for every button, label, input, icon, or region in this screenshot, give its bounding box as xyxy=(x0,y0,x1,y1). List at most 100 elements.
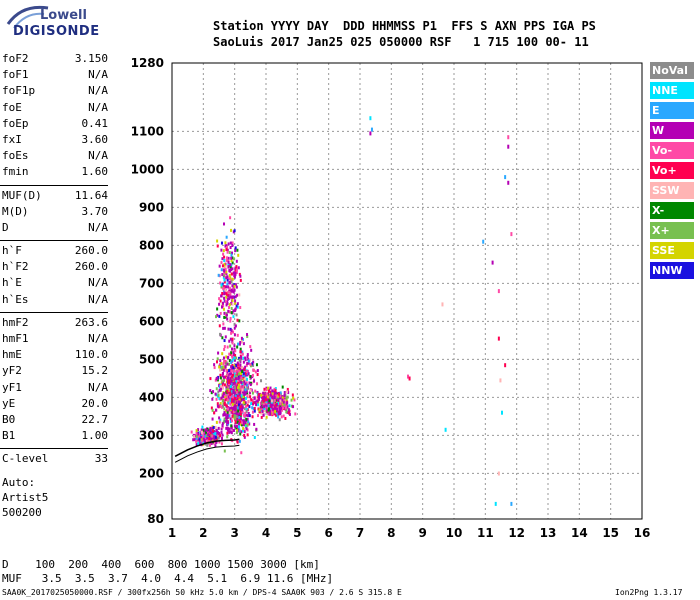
echo-point xyxy=(229,246,232,250)
echo-point xyxy=(233,400,236,404)
echo-point xyxy=(228,277,231,281)
echo-point xyxy=(224,241,227,245)
param-row: D N/A xyxy=(0,221,112,237)
echo-point xyxy=(208,437,211,441)
echo-point xyxy=(229,420,232,424)
echo-point xyxy=(218,297,221,301)
echo-point xyxy=(279,391,282,395)
echo-point xyxy=(221,365,224,369)
echo-point xyxy=(223,417,226,421)
echo-point xyxy=(238,386,241,390)
echo-point xyxy=(233,364,236,368)
echo-point xyxy=(253,396,256,400)
echo-point xyxy=(226,356,229,360)
echo-point xyxy=(221,433,224,437)
echo-point xyxy=(233,326,236,330)
echo-point xyxy=(228,305,231,309)
echo-point xyxy=(230,328,233,332)
echo-point xyxy=(246,355,249,359)
echo-point xyxy=(227,369,230,373)
echo-point xyxy=(265,401,268,405)
param-value: N/A xyxy=(88,84,108,98)
echo-point xyxy=(243,435,246,439)
echo-point xyxy=(275,407,278,411)
echo-point xyxy=(233,322,236,326)
echo-point xyxy=(241,394,244,398)
muf-row: MUF 3.5 3.5 3.7 4.0 4.4 5.1 6.9 11.6 [MH… xyxy=(2,572,334,585)
echo-point xyxy=(247,359,250,363)
ionogram-chart: 1 2 3 4 5 6 7 8 9 10 11 12 13 14 15 16 8020030040050060… xyxy=(131,56,651,540)
param-row: M(D) 3.70 xyxy=(0,205,112,221)
isolated-echo-point xyxy=(501,410,503,415)
echo-point xyxy=(229,295,232,299)
echo-point xyxy=(276,399,279,403)
echo-point xyxy=(233,369,236,373)
param-separator xyxy=(0,184,108,186)
echo-point xyxy=(256,390,259,394)
echo-point xyxy=(234,269,237,273)
echo-point xyxy=(221,273,224,277)
echo-point xyxy=(237,425,240,429)
echo-point xyxy=(291,393,294,397)
echo-point xyxy=(242,342,245,346)
echo-point xyxy=(273,392,276,396)
echo-point xyxy=(280,408,283,412)
echo-point xyxy=(260,379,263,383)
param-label: fmin xyxy=(2,165,29,179)
echo-point xyxy=(215,315,218,319)
echo-point xyxy=(233,386,236,390)
echo-point xyxy=(266,395,269,399)
echo-point xyxy=(221,374,224,378)
echo-point xyxy=(260,411,263,415)
echo-point xyxy=(269,393,272,397)
param-row: foEp 0.41 xyxy=(0,117,112,133)
echo-point xyxy=(233,356,236,360)
echo-point xyxy=(253,435,256,439)
echo-point xyxy=(245,410,248,414)
echo-point xyxy=(195,429,198,433)
echo-point xyxy=(236,389,239,393)
echo-point xyxy=(237,372,240,376)
echo-point xyxy=(226,301,229,305)
echo-point xyxy=(219,281,222,285)
x-tick-label: 4 xyxy=(262,526,270,540)
echo-point xyxy=(223,315,226,319)
echo-point xyxy=(242,423,245,427)
param-label: foF1 xyxy=(2,68,29,82)
echo-point xyxy=(210,437,213,441)
echo-point xyxy=(231,341,234,345)
echo-point xyxy=(229,385,232,389)
echo-point xyxy=(208,443,211,447)
echo-point xyxy=(221,382,224,386)
echo-point xyxy=(219,387,222,391)
y-tick-label: 80 xyxy=(147,512,164,526)
echo-point xyxy=(250,388,253,392)
echo-point xyxy=(228,430,231,434)
echo-point xyxy=(219,402,222,406)
echo-point xyxy=(245,417,248,421)
echo-point xyxy=(218,324,221,328)
param-value: N/A xyxy=(88,292,108,306)
echo-point xyxy=(219,311,222,315)
echo-point xyxy=(226,248,229,252)
x-tick-label: 14 xyxy=(571,526,588,540)
echo-point xyxy=(218,420,221,424)
echo-point xyxy=(231,393,234,397)
echo-point xyxy=(220,442,223,446)
echo-point xyxy=(226,275,229,279)
echo-point xyxy=(237,382,240,386)
echo-point xyxy=(226,415,229,419)
echo-point xyxy=(246,417,249,421)
echo-point xyxy=(242,421,245,425)
echo-point xyxy=(277,415,280,419)
echo-point xyxy=(221,372,224,376)
echo-point xyxy=(239,350,242,354)
echo-point xyxy=(242,401,245,405)
echo-point xyxy=(232,295,235,299)
echo-point xyxy=(244,388,247,392)
legend-item: X+ xyxy=(650,222,694,239)
echo-point xyxy=(220,248,223,252)
echo-point xyxy=(230,311,233,315)
echo-point xyxy=(266,410,269,414)
echo-point xyxy=(226,435,229,439)
